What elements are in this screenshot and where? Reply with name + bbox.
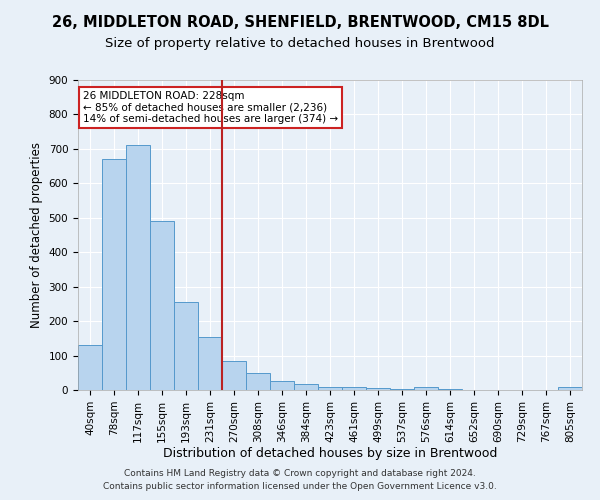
Text: Contains HM Land Registry data © Crown copyright and database right 2024.: Contains HM Land Registry data © Crown c… xyxy=(124,468,476,477)
Bar xyxy=(271,382,293,390)
Bar xyxy=(127,146,149,390)
Bar xyxy=(295,384,317,390)
Bar xyxy=(319,386,341,390)
Bar xyxy=(151,221,173,390)
Text: 26 MIDDLETON ROAD: 228sqm
← 85% of detached houses are smaller (2,236)
14% of se: 26 MIDDLETON ROAD: 228sqm ← 85% of detac… xyxy=(83,91,338,124)
Text: 26, MIDDLETON ROAD, SHENFIELD, BRENTWOOD, CM15 8DL: 26, MIDDLETON ROAD, SHENFIELD, BRENTWOOD… xyxy=(52,15,548,30)
Bar xyxy=(391,389,413,390)
Text: Contains public sector information licensed under the Open Government Licence v3: Contains public sector information licen… xyxy=(103,482,497,491)
Bar xyxy=(367,388,389,390)
Bar xyxy=(175,302,197,390)
Bar xyxy=(343,387,365,390)
Bar xyxy=(223,360,245,390)
X-axis label: Distribution of detached houses by size in Brentwood: Distribution of detached houses by size … xyxy=(163,448,497,460)
Bar xyxy=(103,159,125,390)
Text: Size of property relative to detached houses in Brentwood: Size of property relative to detached ho… xyxy=(105,38,495,51)
Bar xyxy=(247,373,269,390)
Bar xyxy=(559,387,581,390)
Y-axis label: Number of detached properties: Number of detached properties xyxy=(30,142,43,328)
Bar xyxy=(415,387,437,390)
Bar xyxy=(199,336,221,390)
Bar xyxy=(79,345,101,390)
